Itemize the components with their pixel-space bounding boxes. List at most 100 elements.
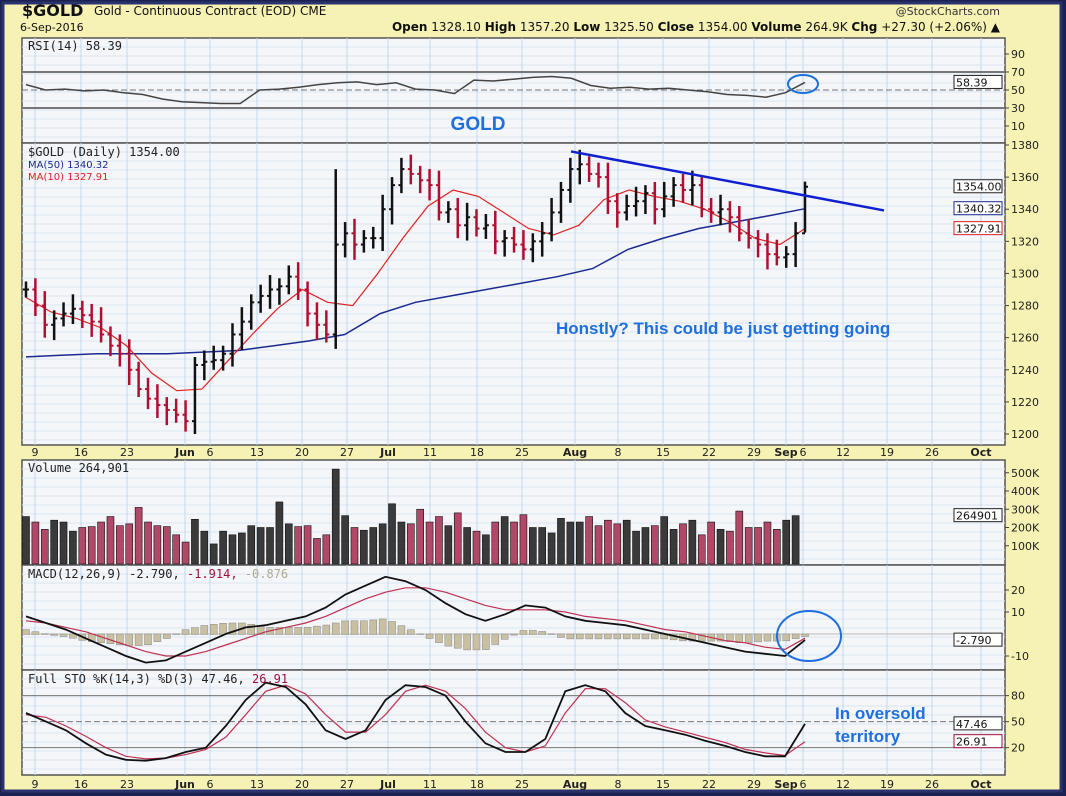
macd-histogram-bar [604, 633, 612, 640]
volume-bar [491, 521, 500, 565]
x-tick-label: 16 [74, 446, 88, 459]
value-badge [953, 221, 1003, 236]
volume-legend: Volume 264,901 [28, 461, 129, 475]
ohlc-bar [520, 230, 527, 260]
ohlc-bar [595, 162, 602, 188]
volume-bar [585, 516, 593, 565]
symbol-title: $GOLD [22, 1, 83, 20]
volume-bar [547, 532, 556, 565]
volume-bar [510, 521, 518, 565]
y-tick-label: 1380 [1011, 139, 1039, 152]
y-tick-label: 1360 [1011, 171, 1039, 184]
volume-bar [153, 525, 162, 565]
volume-bar [378, 523, 387, 565]
macd-histogram-bar [632, 633, 640, 640]
ma50-line [25, 207, 806, 358]
volume-bar [191, 518, 199, 565]
macd-histogram-bar [369, 619, 378, 635]
volume-bar [350, 527, 359, 565]
chart-date: 6-Sep-2016 [20, 21, 84, 34]
y-tick-label: 1200 [1011, 428, 1039, 441]
macd-histogram-bar [435, 633, 443, 643]
macd-histogram-bar [416, 633, 424, 635]
y-tick-label: 200K [1011, 522, 1040, 535]
ohlc-bar [304, 281, 311, 327]
x-tick-label: 13 [250, 446, 264, 459]
ohlc-bar [717, 194, 724, 226]
x-tick-label: 12 [836, 446, 850, 459]
ohlc-bar [285, 265, 292, 295]
ohlc-bar [492, 210, 499, 255]
ohlc-bar [651, 181, 658, 225]
volume-bar [782, 519, 791, 565]
macd-histogram-bar [275, 627, 284, 635]
volume-bar [397, 521, 406, 565]
volume-bar [716, 529, 725, 565]
ohlc-bar [736, 206, 743, 242]
ohlc-bar [389, 177, 396, 225]
macd-histogram-bar [585, 633, 593, 640]
x-tick-label: Oct [970, 778, 991, 791]
ohlc-bar [107, 326, 114, 357]
ohlc-bar [576, 149, 583, 185]
volume-bar [482, 534, 490, 565]
x-tick-label: 27 [340, 778, 354, 791]
ohlc-bar [473, 209, 480, 237]
x-tick-label: 23 [120, 778, 134, 791]
volume-bar [78, 527, 87, 565]
volume-bar [106, 516, 115, 565]
x-tick-label: 15 [656, 778, 670, 791]
macd-histogram-bar [698, 633, 706, 642]
value-badge [953, 632, 1003, 647]
x-tick-label: 8 [615, 778, 622, 791]
trendline [570, 150, 885, 212]
ohlc-bar [23, 281, 29, 298]
y-tick-label: 50 [1011, 84, 1025, 97]
x-tick-label: Sep [774, 778, 797, 791]
volume-bar [116, 525, 124, 565]
macd-histogram-bar [163, 633, 171, 639]
macd-histogram-bar [378, 618, 387, 635]
volume-bar [341, 515, 349, 565]
volume-bar [247, 525, 256, 565]
macd-histogram-bar [791, 633, 800, 639]
volume-bar [538, 527, 547, 565]
value-badge-label: 264901 [956, 510, 998, 523]
volume-bar [313, 538, 321, 565]
x-tick-label: 18 [470, 778, 484, 791]
ohlc-bar [173, 398, 180, 423]
x-tick-label: Aug [563, 446, 587, 459]
y-tick-label: 90 [1011, 48, 1025, 61]
volume-bar [435, 516, 443, 565]
macd-histogram-bar [472, 633, 481, 651]
ohlc-bar [464, 202, 471, 241]
instrument-name: Gold - Continuous Contract (EOD) CME [94, 4, 326, 18]
x-tick-label: 26 [925, 446, 939, 459]
sto-legend: Full STO %K(14,3) %D(3) 47.46, 26.91 [28, 672, 288, 686]
macd-histogram-bar [407, 629, 415, 635]
ohlc-bar [802, 181, 808, 235]
x-tick-label: Aug [563, 778, 587, 791]
macd-histogram-bar [97, 633, 105, 644]
volume-bar [162, 526, 171, 565]
x-tick-label: 29 [747, 446, 761, 459]
macd-histogram-bar [350, 620, 359, 635]
macd-histogram-bar [425, 633, 434, 639]
macd-histogram-bar [341, 620, 349, 635]
x-tick-label: Sep [774, 446, 797, 459]
x-tick-label: 25 [515, 778, 529, 791]
macd-histogram-bar [575, 633, 584, 640]
volume-bar [688, 519, 697, 565]
ohlc-bar [32, 278, 39, 316]
rsi-legend: RSI(14) 58.39 [28, 39, 122, 53]
macd-histogram-bar [651, 633, 659, 640]
ohlc-bar [679, 173, 686, 203]
x-tick-label: 15 [656, 446, 670, 459]
y-tick-label: 50 [1011, 716, 1025, 729]
volume-bar [791, 515, 800, 565]
macd-histogram-bar [41, 633, 49, 635]
x-tick-label: 26 [925, 778, 939, 791]
volume-bar [209, 543, 218, 565]
ohlc-bar [60, 302, 67, 327]
ohlc-bar [313, 302, 320, 341]
